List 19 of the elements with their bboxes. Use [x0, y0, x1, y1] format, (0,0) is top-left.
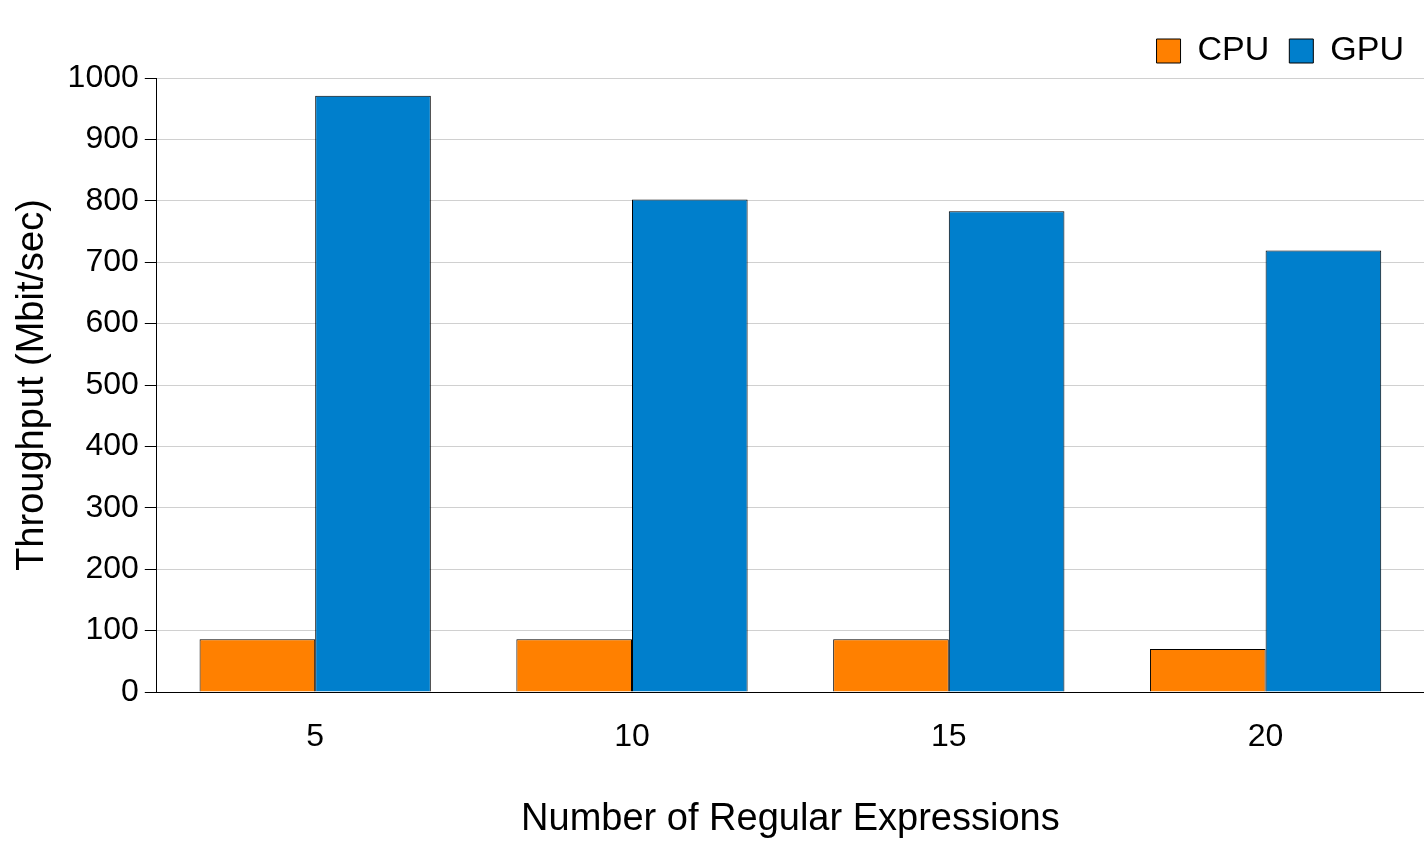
x-tick-label: 5: [306, 717, 325, 754]
y-tick-label: 400: [85, 426, 139, 463]
y-tick-label: 300: [85, 487, 139, 524]
y-tick-label: 200: [85, 549, 139, 586]
x-tick-label: 15: [931, 717, 967, 754]
y-tick-label: 800: [85, 180, 139, 217]
y-tick-label: 900: [85, 119, 139, 156]
legend-label: CPU: [1197, 29, 1270, 68]
y-tick-label: 100: [85, 610, 139, 647]
y-axis-title: Throughput (Mbit/sec): [9, 199, 52, 571]
y-tick-label: 1000: [67, 57, 139, 94]
y-tick-label: 700: [85, 242, 139, 279]
y-tick-label: 500: [85, 364, 139, 401]
x-tick-label: 10: [614, 717, 650, 754]
y-tick-label: 0: [120, 671, 139, 708]
y-tick-label: 600: [85, 303, 139, 340]
x-axis-title: Number of Regular Expressions: [521, 795, 1060, 838]
x-tick-label: 20: [1247, 717, 1284, 754]
legend-label: GPU: [1330, 29, 1405, 68]
